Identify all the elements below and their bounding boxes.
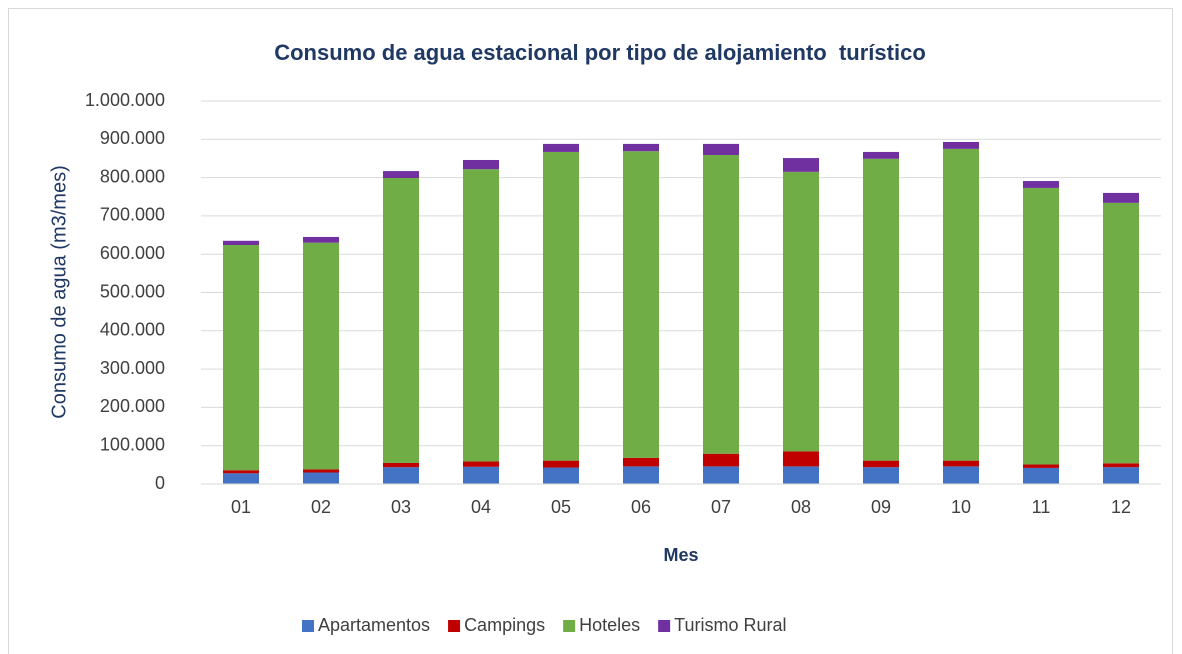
x-axis-title: Mes bbox=[663, 545, 698, 565]
x-tick-label: 10 bbox=[951, 497, 971, 517]
bar-segment bbox=[623, 151, 659, 458]
x-tick-label: 04 bbox=[471, 497, 491, 517]
bar-segment bbox=[223, 473, 259, 484]
bar-segment bbox=[703, 155, 739, 454]
y-tick-label: 700.000 bbox=[100, 205, 165, 225]
bar-segment bbox=[783, 158, 819, 172]
bar-segment bbox=[383, 177, 419, 463]
bar-segment bbox=[383, 171, 419, 178]
y-tick-label: 200.000 bbox=[100, 396, 165, 416]
bar-segment bbox=[943, 141, 979, 149]
bar-segment bbox=[223, 470, 259, 474]
bar-segment bbox=[303, 242, 339, 470]
y-tick-label: 0 bbox=[155, 473, 165, 493]
y-tick-label: 800.000 bbox=[100, 166, 165, 186]
bar-segment bbox=[623, 466, 659, 484]
bar-segment bbox=[1103, 202, 1139, 464]
bar-segment bbox=[463, 169, 499, 462]
x-tick-label: 03 bbox=[391, 497, 411, 517]
x-tick-label: 11 bbox=[1032, 497, 1051, 517]
bar-segment bbox=[863, 158, 899, 461]
bar-segment bbox=[783, 466, 819, 484]
bar-segment bbox=[623, 143, 659, 152]
y-tick-label: 100.000 bbox=[100, 434, 165, 454]
bar-segment bbox=[303, 236, 339, 243]
y-tick-label: 300.000 bbox=[100, 358, 165, 378]
bar-segment bbox=[783, 451, 819, 467]
x-tick-label: 08 bbox=[791, 497, 811, 517]
bar-segment bbox=[1103, 467, 1139, 484]
bar-segment bbox=[383, 462, 419, 468]
x-tick-label: 09 bbox=[871, 497, 891, 517]
legend-swatch bbox=[658, 620, 671, 632]
legend-swatch bbox=[302, 620, 314, 632]
y-tick-label: 600.000 bbox=[100, 243, 165, 263]
bar-segment bbox=[863, 151, 899, 159]
bar-segment bbox=[1023, 187, 1059, 465]
y-axis-title: Consumo de agua (m3/mes) bbox=[48, 165, 70, 418]
x-tick-label: 05 bbox=[551, 497, 571, 517]
bar-segment bbox=[383, 467, 419, 484]
bar-segment bbox=[303, 469, 339, 473]
y-tick-label: 1.000.000 bbox=[85, 90, 165, 110]
bar-segment bbox=[223, 245, 259, 471]
chart-title: Consumo de agua estacional por tipo de a… bbox=[274, 40, 926, 65]
bar-segment bbox=[703, 466, 739, 484]
y-tick-label: 500.000 bbox=[100, 281, 165, 301]
bar-segment bbox=[703, 453, 739, 467]
legend-label: Turismo Rural bbox=[674, 615, 786, 635]
bar-segment bbox=[1103, 463, 1139, 468]
x-tick-label: 06 bbox=[631, 497, 651, 517]
bar-segment bbox=[623, 457, 659, 467]
bar-segment bbox=[543, 151, 579, 461]
y-tick-label: 400.000 bbox=[100, 320, 165, 340]
legend-label: Apartamentos bbox=[318, 615, 430, 635]
bar-segment bbox=[1023, 467, 1059, 484]
bar-segment bbox=[863, 460, 899, 468]
bar-segment bbox=[943, 466, 979, 484]
bar-segment bbox=[783, 171, 819, 452]
bar-segment bbox=[543, 460, 579, 468]
bar-segment bbox=[463, 461, 499, 467]
bar-segment bbox=[943, 148, 979, 461]
x-tick-label: 01 bbox=[231, 497, 251, 517]
bar-segment bbox=[1023, 181, 1059, 188]
bar-segment bbox=[863, 467, 899, 484]
bar-segment bbox=[1023, 464, 1059, 468]
bar-segment bbox=[703, 143, 739, 156]
x-tick-label: 07 bbox=[711, 497, 731, 517]
x-tick-label: 02 bbox=[311, 497, 331, 517]
bar-segment bbox=[1103, 192, 1139, 203]
bar-segment bbox=[943, 460, 979, 467]
bar-segment bbox=[463, 159, 499, 170]
y-tick-label: 900.000 bbox=[100, 128, 165, 148]
legend-swatch bbox=[448, 620, 461, 632]
x-tick-label: 12 bbox=[1111, 497, 1131, 517]
bar-segment bbox=[303, 472, 339, 484]
legend-swatch bbox=[563, 620, 576, 632]
bar-segment bbox=[543, 467, 579, 484]
bar-segment bbox=[543, 143, 579, 152]
legend-label: Hoteles bbox=[579, 615, 640, 635]
bar-segment bbox=[223, 240, 259, 246]
legend-label: Campings bbox=[464, 615, 545, 635]
bar-segment bbox=[463, 466, 499, 484]
